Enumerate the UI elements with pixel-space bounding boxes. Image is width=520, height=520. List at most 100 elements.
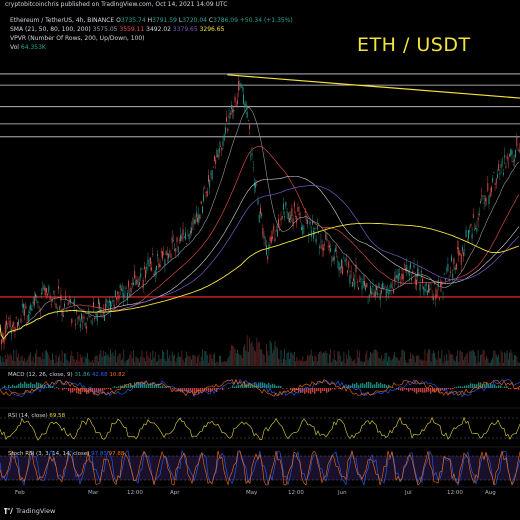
stoch-d-value: 97.88 <box>108 451 125 457</box>
candle-body <box>500 163 502 168</box>
macd-histogram-bar <box>432 388 434 392</box>
macd-histogram-bar <box>70 388 72 393</box>
x-tick-label: Aug <box>485 490 496 496</box>
volume-bar <box>347 358 348 366</box>
candle-body <box>33 297 35 306</box>
macd-histogram-bar <box>222 388 224 391</box>
volume-bar <box>366 350 368 366</box>
candle-body <box>199 214 201 219</box>
macd-histogram-bar <box>188 388 190 393</box>
macd-histogram-bar <box>12 384 14 388</box>
volume-bar <box>55 354 57 366</box>
candle-body <box>95 313 97 316</box>
candle-body <box>434 283 436 285</box>
sma-100-value: 3379.65 <box>172 26 198 33</box>
candle-body <box>345 259 347 260</box>
candle-body <box>367 301 369 303</box>
volume-bar <box>377 352 379 366</box>
volume-bar <box>135 356 137 366</box>
candle-body <box>166 253 168 256</box>
candle-body <box>233 109 235 112</box>
macd-histogram-bar <box>40 383 42 388</box>
candle-body <box>463 252 465 256</box>
macd-histogram-bar <box>452 388 454 390</box>
candle-body <box>483 202 485 204</box>
candle-body <box>338 262 340 271</box>
macd-histogram-bar <box>318 388 320 392</box>
volume-bar <box>177 352 179 366</box>
macd-histogram-bar <box>364 384 366 388</box>
volume-bar <box>471 349 473 366</box>
candle-body <box>235 104 237 106</box>
candle-body <box>168 253 169 259</box>
volume-bar <box>4 354 6 366</box>
candle-body <box>430 283 432 285</box>
candle-body <box>90 321 92 322</box>
volume-bar <box>7 353 9 366</box>
macd-histogram-bar <box>76 388 78 394</box>
volume-bar <box>228 356 230 366</box>
candle-body <box>41 292 43 295</box>
macd-histogram-bar <box>454 387 456 388</box>
volume-bar <box>233 346 235 366</box>
candle-body <box>506 155 508 160</box>
candle-body <box>407 269 409 271</box>
macd-histogram-bar <box>160 386 162 388</box>
candle-body <box>227 128 229 132</box>
macd-histogram-bar <box>20 382 22 388</box>
macd-histogram-bar <box>370 382 372 388</box>
candle-body <box>384 287 386 289</box>
macd-histogram-bar <box>310 388 312 394</box>
volume-bar <box>454 361 456 366</box>
candle-body <box>457 247 459 249</box>
macd-histogram-bar <box>406 388 408 390</box>
candle-body <box>449 271 451 274</box>
volume-bar <box>72 356 74 366</box>
volume-bar <box>49 358 51 366</box>
macd-histogram-bar <box>272 383 274 388</box>
candle-body <box>333 256 335 261</box>
ohlc-high: 3791.59 <box>152 17 177 24</box>
candle-body <box>411 278 413 281</box>
volume-legend: Vol 64.353K <box>10 44 46 51</box>
candle-body <box>464 249 466 251</box>
candle-body <box>221 147 223 151</box>
macd-histogram-bar <box>148 384 150 388</box>
macd-histogram-bar <box>2 387 4 388</box>
candle-body <box>310 230 312 237</box>
volume-bar <box>168 358 169 366</box>
volume-bar <box>355 362 357 366</box>
volume-bar <box>159 359 161 366</box>
volume-bar <box>431 353 433 366</box>
candle-body <box>88 308 90 310</box>
volume-bar <box>21 355 23 366</box>
volume-bar <box>186 351 188 366</box>
candle-body <box>143 266 145 270</box>
candle-body <box>105 303 107 312</box>
macd-histogram-bar <box>352 383 354 388</box>
candle-body <box>128 280 130 288</box>
macd-histogram-bar <box>306 388 308 393</box>
volume-bar <box>457 350 459 366</box>
volume-bar <box>264 362 266 366</box>
candle-body <box>366 283 368 287</box>
candle-body <box>305 219 307 221</box>
macd-histogram-bar <box>460 386 462 388</box>
footer-brand: TradingView <box>16 507 56 515</box>
volume-bar <box>192 355 194 366</box>
volume-bar <box>252 346 254 366</box>
volume-bar <box>25 361 27 366</box>
candle-body <box>380 290 382 294</box>
candle-body <box>237 100 238 104</box>
candle-body <box>494 183 496 185</box>
volume-bar <box>298 359 300 366</box>
candle-body <box>515 150 517 158</box>
candle-body <box>516 136 518 147</box>
candle-body <box>295 216 296 217</box>
sma-100-line <box>0 185 520 340</box>
volume-bar <box>322 352 324 366</box>
candle-body <box>396 275 398 278</box>
volume-bar <box>312 355 313 366</box>
volume-bar <box>449 354 451 366</box>
volume-bar <box>163 351 165 366</box>
